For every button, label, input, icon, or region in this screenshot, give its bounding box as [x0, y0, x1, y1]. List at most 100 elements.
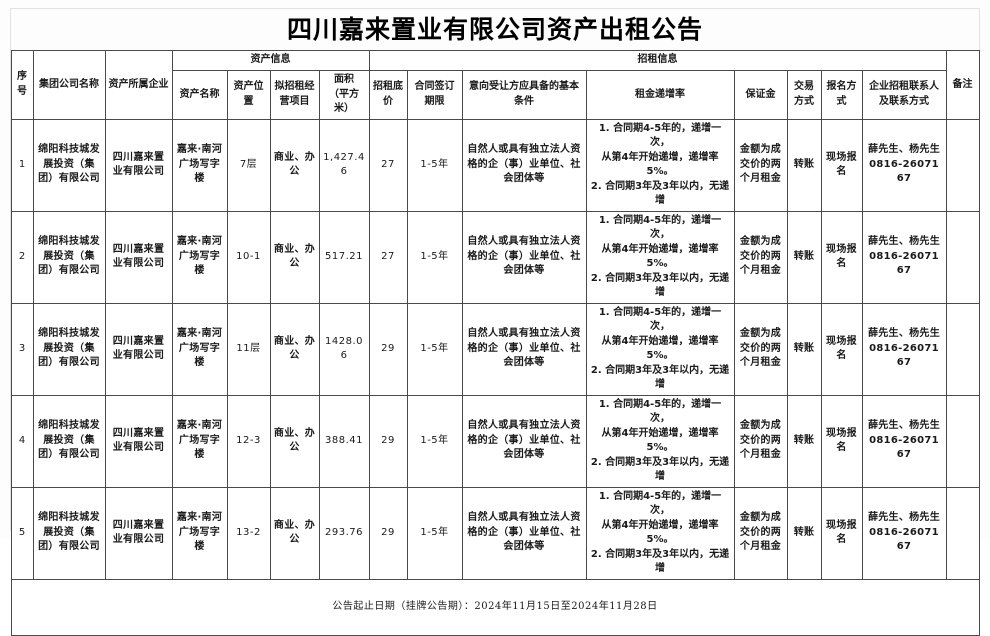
cell-contract-term: 1-5年	[406, 118, 463, 212]
cell-contract-term: 1-5年	[406, 486, 463, 580]
cell-signup-method: 现场报名	[820, 486, 863, 580]
cell-planned-project: 商业、办公	[269, 210, 320, 304]
rent-increase-line-1: 1. 合同期4-5年的，递增一次，	[598, 122, 722, 149]
cell-asset-location: 12-3	[226, 394, 271, 488]
cell-basic-conditions: 自然人或具有独立法人资格的企（事）业单位、社会团体等	[461, 302, 587, 396]
header-lease-info: 招租信息	[368, 50, 947, 71]
cell-area: 388.41	[318, 394, 370, 488]
header-area-line1: 面积	[334, 74, 354, 85]
header-basic-conditions: 意向受让方应具备的基本条件	[461, 70, 587, 120]
header-contact: 企业招租联系人及联系方式	[861, 70, 947, 120]
cell-base-price: 27	[368, 118, 408, 212]
cell-asset-location: 10-1	[226, 210, 271, 304]
cell-asset-owner: 四川嘉来置业有限公司	[104, 210, 173, 304]
cell-contract-term: 1-5年	[406, 394, 463, 488]
cell-deposit: 金额为成交价的两个月租金	[733, 486, 788, 580]
header-asset-owner: 资产所属企业	[104, 50, 173, 120]
rent-increase-line-1: 1. 合同期4-5年的，递增一次，	[598, 490, 722, 517]
footer-row: 公告起止日期（挂牌公告期）：2024年11月15日至2024年11月28日	[10, 578, 980, 636]
table-row: 2 绵阳科技城发展投资（集团）有限公司 四川嘉来置业有限公司 嘉来·南河广场写字…	[10, 210, 980, 304]
cell-planned-project: 商业、办公	[269, 118, 320, 212]
cell-planned-project: 商业、办公	[269, 486, 320, 580]
header-signup-method: 报名方式	[820, 70, 863, 120]
contact-phone: 0816-2607167	[869, 250, 939, 277]
contact-name: 薛先生、杨先生	[867, 420, 941, 432]
cell-group-company: 绵阳科技城发展投资（集团）有限公司	[32, 118, 106, 212]
header-row-sub: 资产名称 资产位置 拟招租经营项目 面积 （平方米） 招租底价 合同签订期限 意…	[11, 70, 979, 120]
cell-base-price: 29	[368, 302, 408, 396]
cell-contract-term: 1-5年	[406, 302, 463, 396]
cell-area: 1428.06	[318, 302, 370, 396]
contact-phone: 0816-2607167	[869, 342, 939, 369]
cell-area: 293.76	[318, 486, 370, 580]
contact-phone: 0816-2607167	[869, 158, 939, 185]
cell-deposit: 金额为成交价的两个月租金	[733, 210, 788, 304]
cell-rent-increase: 1. 合同期4-5年的，递增一次， 从第4年开始递增，递增率5%。 2. 合同期…	[585, 210, 735, 304]
contact-name: 薛先生、杨先生	[867, 328, 941, 340]
contact-name: 薛先生、杨先生	[867, 236, 941, 248]
notice-period-text: 公告起止日期（挂牌公告期）：2024年11月15日至2024年11月28日	[10, 578, 980, 636]
cell-trade-method: 转账	[786, 210, 822, 304]
rent-increase-line-3: 2. 合同期3年及3年以内，无递增	[590, 548, 730, 575]
rent-increase-line-2: 从第4年开始递增，递增率5%。	[601, 243, 719, 270]
header-area-line2: （平方米）	[329, 88, 359, 115]
header-row-group: 序号 集团公司名称 资产所属企业 资产信息 招租信息 备注	[10, 50, 980, 120]
header-deposit: 保证金	[733, 70, 788, 120]
rent-increase-line-2: 从第4年开始递增，递增率5%。	[601, 427, 719, 454]
title-bar: 四川嘉来置业有限公司资产出租公告	[10, 6, 980, 50]
cell-basic-conditions: 自然人或具有独立法人资格的企（事）业单位、社会团体等	[461, 486, 587, 580]
cell-remark	[945, 394, 980, 488]
table-row: 3 绵阳科技城发展投资（集团）有限公司 四川嘉来置业有限公司 嘉来·南河广场写字…	[10, 302, 980, 396]
rent-increase-line-2: 从第4年开始递增，递增率5%。	[601, 519, 719, 546]
table-row: 1 绵阳科技城发展投资（集团）有限公司 四川嘉来置业有限公司 嘉来·南河广场写字…	[10, 118, 980, 212]
cell-trade-method: 转账	[786, 302, 822, 396]
cell-asset-owner: 四川嘉来置业有限公司	[104, 302, 173, 396]
header-base-price: 招租底价	[368, 70, 408, 120]
rent-increase-line-2: 从第4年开始递增，递增率5%。	[601, 335, 719, 362]
header-contract-term: 合同签订期限	[406, 70, 463, 120]
cell-seq: 2	[10, 210, 34, 304]
cell-contract-term: 1-5年	[406, 210, 463, 304]
cell-basic-conditions: 自然人或具有独立法人资格的企（事）业单位、社会团体等	[461, 210, 587, 304]
rent-increase-line-3: 2. 合同期3年及3年以内，无递增	[590, 180, 730, 207]
cell-trade-method: 转账	[786, 394, 822, 488]
cell-seq: 1	[10, 118, 34, 212]
cell-remark	[945, 486, 980, 580]
cell-asset-location: 11层	[226, 302, 271, 396]
cell-base-price: 29	[368, 486, 408, 580]
cell-asset-owner: 四川嘉来置业有限公司	[104, 486, 173, 580]
rent-increase-line-3: 2. 合同期3年及3年以内，无递增	[590, 456, 730, 483]
header-trade-method: 交易方式	[786, 70, 822, 120]
cell-contact: 薛先生、杨先生 0816-2607167	[861, 302, 947, 396]
contact-name: 薛先生、杨先生	[867, 144, 941, 156]
table-row: 5 绵阳科技城发展投资（集团）有限公司 四川嘉来置业有限公司 嘉来·南河广场写字…	[10, 486, 980, 580]
header-asset-location: 资产位置	[226, 70, 271, 120]
cell-trade-method: 转账	[786, 486, 822, 580]
table-header: 序号 集团公司名称 资产所属企业 资产信息 招租信息 备注 资产名称 资产位置 …	[10, 50, 980, 120]
cell-asset-name: 嘉来·南河广场写字楼	[171, 394, 228, 488]
header-remark: 备注	[945, 50, 980, 120]
announcement-page: 四川嘉来置业有限公司资产出租公告 序号 集团公司名称 资产所属企业 资产信息 招…	[10, 6, 980, 636]
cell-group-company: 绵阳科技城发展投资（集团）有限公司	[32, 302, 106, 396]
rent-increase-line-3: 2. 合同期3年及3年以内，无递增	[590, 364, 730, 391]
cell-remark	[945, 118, 980, 212]
cell-trade-method: 转账	[786, 118, 822, 212]
asset-lease-table: 序号 集团公司名称 资产所属企业 资产信息 招租信息 备注 资产名称 资产位置 …	[10, 50, 980, 636]
cell-seq: 5	[10, 486, 34, 580]
cell-basic-conditions: 自然人或具有独立法人资格的企（事）业单位、社会团体等	[461, 394, 587, 488]
cell-remark	[945, 302, 980, 396]
cell-deposit: 金额为成交价的两个月租金	[733, 302, 788, 396]
cell-base-price: 29	[368, 394, 408, 488]
contact-phone: 0816-2607167	[869, 526, 939, 553]
cell-area: 1,427.46	[318, 118, 370, 212]
cell-group-company: 绵阳科技城发展投资（集团）有限公司	[32, 394, 106, 488]
cell-group-company: 绵阳科技城发展投资（集团）有限公司	[32, 486, 106, 580]
cell-asset-name: 嘉来·南河广场写字楼	[171, 486, 228, 580]
cell-contact: 薛先生、杨先生 0816-2607167	[861, 394, 947, 488]
cell-rent-increase: 1. 合同期4-5年的，递增一次， 从第4年开始递增，递增率5%。 2. 合同期…	[585, 486, 735, 580]
cell-contact: 薛先生、杨先生 0816-2607167	[861, 118, 947, 212]
header-asset-info: 资产信息	[171, 50, 370, 71]
header-rent-increase: 租金递增率	[585, 70, 735, 120]
cell-asset-location: 7层	[226, 118, 271, 212]
table-body: 1 绵阳科技城发展投资（集团）有限公司 四川嘉来置业有限公司 嘉来·南河广场写字…	[10, 118, 980, 636]
